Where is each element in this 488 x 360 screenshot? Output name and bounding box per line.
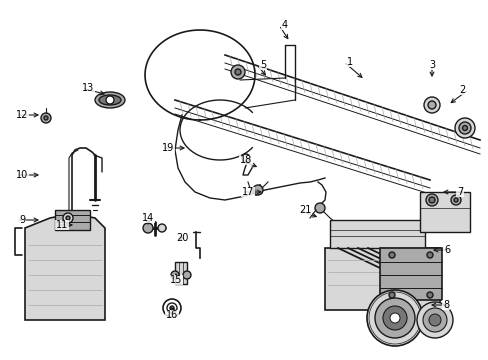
- Text: 8: 8: [442, 300, 448, 310]
- Circle shape: [388, 292, 394, 298]
- Bar: [325, 248, 439, 310]
- Circle shape: [389, 313, 399, 323]
- Circle shape: [66, 216, 70, 220]
- Circle shape: [428, 197, 434, 203]
- Bar: [55, 210, 90, 230]
- Circle shape: [106, 96, 114, 104]
- Circle shape: [167, 303, 177, 313]
- Text: 10: 10: [16, 170, 28, 180]
- Text: 4: 4: [282, 20, 287, 30]
- Circle shape: [314, 203, 325, 213]
- Text: 7: 7: [456, 187, 462, 197]
- Text: 16: 16: [165, 310, 178, 320]
- Circle shape: [427, 101, 435, 109]
- Circle shape: [63, 213, 73, 223]
- Text: 15: 15: [169, 275, 182, 285]
- Circle shape: [171, 271, 179, 279]
- Ellipse shape: [95, 92, 125, 108]
- Circle shape: [426, 292, 432, 298]
- Circle shape: [458, 122, 470, 134]
- Ellipse shape: [99, 95, 121, 105]
- Circle shape: [252, 185, 263, 195]
- Circle shape: [426, 252, 432, 258]
- Bar: [379, 248, 441, 300]
- Polygon shape: [25, 215, 105, 320]
- Circle shape: [454, 118, 474, 138]
- Circle shape: [235, 69, 241, 75]
- Circle shape: [183, 271, 191, 279]
- Circle shape: [374, 298, 414, 338]
- Circle shape: [425, 194, 437, 206]
- Text: 12: 12: [16, 110, 28, 120]
- Text: 11: 11: [56, 220, 68, 230]
- Circle shape: [41, 113, 51, 123]
- Circle shape: [242, 154, 249, 162]
- Circle shape: [462, 126, 467, 131]
- Circle shape: [416, 302, 452, 338]
- Circle shape: [382, 306, 406, 330]
- Circle shape: [170, 306, 174, 310]
- Text: 14: 14: [142, 213, 154, 223]
- Circle shape: [423, 97, 439, 113]
- Circle shape: [422, 308, 446, 332]
- Text: 13: 13: [81, 83, 94, 93]
- Circle shape: [428, 314, 440, 326]
- Bar: [329, 220, 424, 248]
- Circle shape: [158, 224, 165, 232]
- Bar: [175, 262, 186, 284]
- Text: 2: 2: [458, 85, 464, 95]
- Text: 3: 3: [428, 60, 434, 70]
- Text: 19: 19: [162, 143, 174, 153]
- Text: 17: 17: [242, 187, 254, 197]
- Circle shape: [44, 116, 48, 120]
- Text: 5: 5: [259, 60, 265, 70]
- Text: 6: 6: [443, 245, 449, 255]
- Circle shape: [366, 290, 422, 346]
- Circle shape: [388, 252, 394, 258]
- Bar: [419, 192, 469, 232]
- Text: 21: 21: [298, 205, 310, 215]
- Text: 9: 9: [19, 215, 25, 225]
- Circle shape: [142, 223, 153, 233]
- Text: 1: 1: [346, 57, 352, 67]
- Circle shape: [230, 65, 244, 79]
- Circle shape: [453, 198, 457, 202]
- Text: 20: 20: [176, 233, 188, 243]
- Circle shape: [450, 195, 460, 205]
- Circle shape: [163, 299, 181, 317]
- Text: 18: 18: [240, 155, 252, 165]
